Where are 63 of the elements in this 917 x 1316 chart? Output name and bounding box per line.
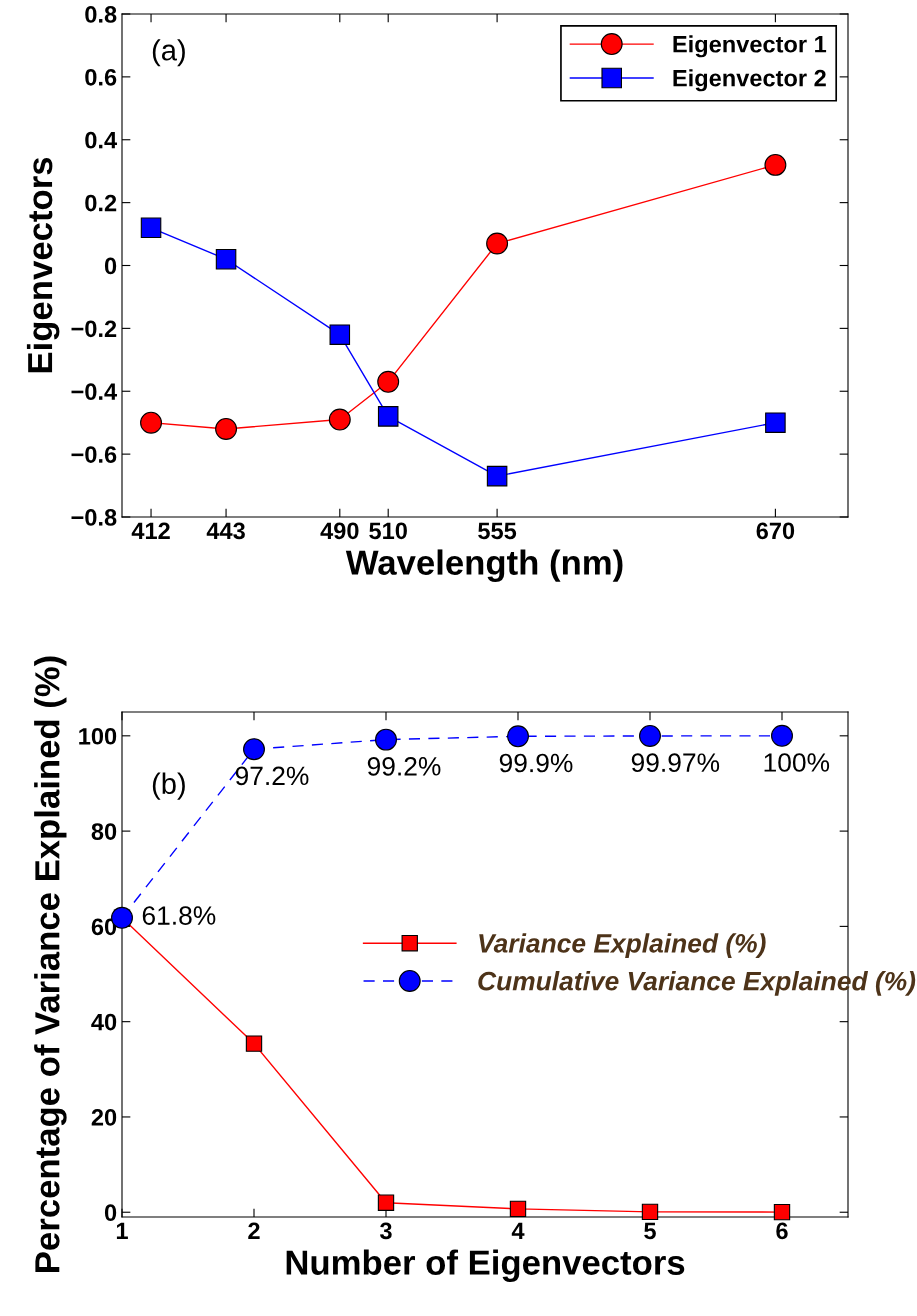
- x-tick-label: 510: [369, 522, 407, 540]
- y-tick-label: −0.2: [71, 320, 117, 338]
- point: [764, 153, 787, 176]
- x-tick-label: 4: [511, 1222, 525, 1239]
- y-tick-label: 20: [91, 1109, 117, 1126]
- point: [377, 1194, 395, 1211]
- x-tick-label: 412: [131, 522, 170, 539]
- point: [215, 418, 238, 440]
- point: [243, 738, 265, 761]
- y-tick-label: 80: [91, 823, 117, 840]
- x-tick-label: 1: [116, 1222, 128, 1239]
- point: [486, 465, 508, 487]
- point: [140, 217, 162, 239]
- y-tick-label: 0.6: [85, 68, 117, 86]
- point: [215, 248, 237, 270]
- x-tick-label: 6: [776, 1222, 788, 1240]
- annotation: 99.9%: [499, 753, 573, 773]
- point: [329, 324, 351, 345]
- x-tick-label: 2: [248, 1222, 260, 1239]
- x-tick-label: 5: [644, 1222, 656, 1240]
- point: [765, 412, 786, 433]
- y-tick-label: 0.8: [85, 6, 117, 23]
- x-axis-title: Wavelength (nm): [345, 549, 623, 582]
- x-tick-label: 670: [756, 522, 795, 540]
- annotation: 100%: [764, 753, 830, 772]
- legend-label: Eigenvector 2: [673, 69, 826, 92]
- y-axis-title: Eigenvectors: [26, 157, 60, 373]
- annotation: (b): [152, 772, 185, 800]
- x-tick-label: 490: [320, 522, 359, 540]
- point: [773, 1203, 791, 1221]
- annotation: 99.2%: [367, 757, 441, 776]
- y-tick-label: 100: [79, 727, 117, 745]
- y-tick-label: 40: [91, 1013, 117, 1031]
- annotation: 99.97%: [631, 753, 720, 773]
- y-tick-label: −0.6: [71, 446, 117, 463]
- point: [245, 1035, 263, 1052]
- point: [639, 724, 661, 747]
- point: [507, 725, 529, 748]
- annotation: 61.8%: [142, 906, 216, 925]
- x-tick-label: 443: [206, 522, 245, 540]
- y-axis-title: Percentage of Variance Explained (%): [34, 656, 67, 1272]
- x-tick-label: 3: [379, 1222, 392, 1240]
- point: [375, 728, 397, 751]
- legend-label: Variance Explained (%): [479, 933, 766, 958]
- y-tick-label: 0.4: [85, 131, 118, 149]
- point: [377, 406, 399, 427]
- point: [377, 370, 400, 393]
- point: [140, 411, 163, 434]
- x-tick-label: 555: [478, 522, 517, 540]
- point: [771, 724, 793, 747]
- legend-label: Eigenvector 1: [673, 35, 827, 58]
- annotation: (a): [152, 39, 185, 67]
- x-axis-title: Number of Eigenvectors: [286, 1249, 685, 1282]
- y-tick-label: 0: [104, 257, 117, 275]
- y-tick-label: 0.2: [85, 194, 117, 212]
- y-tick-label: −0.8: [71, 509, 117, 526]
- point: [328, 408, 351, 431]
- point: [641, 1203, 659, 1221]
- point: [486, 232, 509, 255]
- point: [509, 1200, 527, 1218]
- y-tick-label: 0: [104, 1204, 117, 1222]
- y-tick-label: −0.4: [71, 383, 118, 401]
- annotation: 97.2%: [235, 766, 309, 786]
